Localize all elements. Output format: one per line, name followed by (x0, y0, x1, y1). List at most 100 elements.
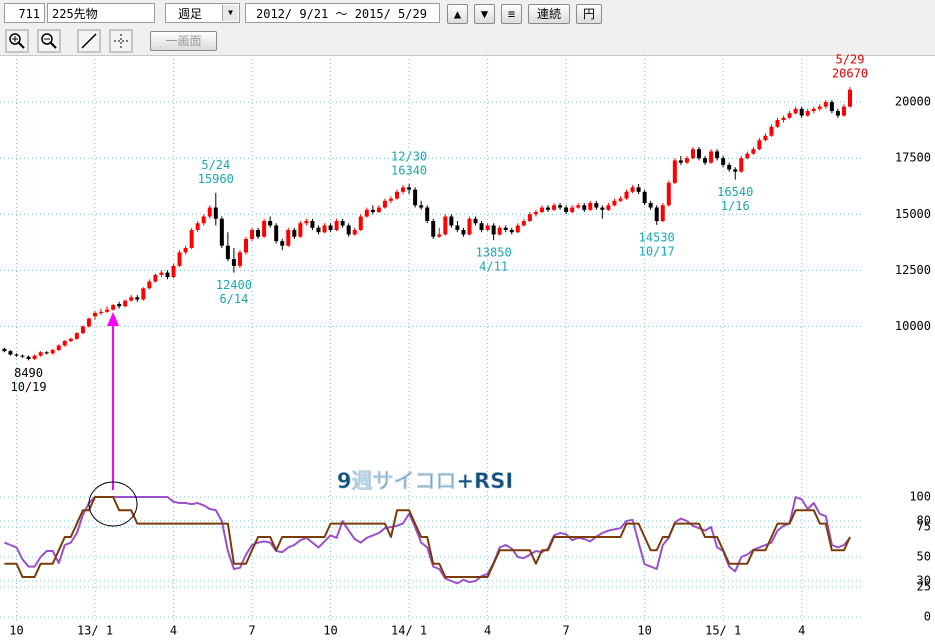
candle-body (201, 216, 206, 224)
candle-body (527, 214, 532, 221)
marks (2, 87, 852, 585)
candle-body (401, 187, 406, 192)
candle-body (358, 216, 363, 230)
y-tick-label: 25 (917, 580, 931, 594)
candle-body (207, 207, 212, 217)
zoom-in[interactable] (5, 29, 29, 53)
candle-body (310, 221, 315, 228)
line-tool[interactable] (77, 29, 101, 53)
candle-body (624, 191, 629, 199)
candle-body (509, 229, 514, 233)
x-tick-label: 10 (9, 624, 23, 638)
candle-body (600, 207, 605, 210)
name-field[interactable]: 225先物 (47, 3, 155, 23)
x-tick-label: 14/ 1 (391, 624, 427, 638)
candle-body (50, 349, 55, 354)
candle-body (479, 223, 484, 230)
candle-body (467, 218, 472, 235)
candle-body (515, 225, 520, 233)
up-button[interactable]: ▲ (447, 4, 468, 24)
candle-body (334, 221, 339, 230)
continuous-button[interactable]: 連続 (528, 4, 570, 24)
candle-body (62, 341, 67, 346)
candle-body (648, 203, 653, 208)
annotation-value: 16540 (717, 185, 753, 199)
candle-body (280, 241, 285, 246)
candle-body (20, 355, 25, 357)
candle-body (123, 300, 128, 307)
candle-body (618, 198, 623, 201)
candle-body (817, 106, 822, 109)
candle-body (437, 234, 442, 237)
y-tick-label: 75 (917, 520, 931, 534)
candle-body (690, 149, 695, 159)
y-tick-label: 20000 (895, 95, 931, 109)
candle-body (352, 229, 357, 235)
candle-body (733, 169, 738, 172)
zoom-out[interactable] (37, 29, 61, 53)
y-tick-label: 15000 (895, 207, 931, 221)
candle-body (195, 223, 200, 230)
candle-body (709, 151, 714, 163)
candle-body (829, 102, 834, 112)
single-screen-button[interactable]: 一画面 (150, 31, 217, 51)
candle-body (497, 227, 502, 235)
candle-body (642, 191, 647, 204)
candle-body (811, 108, 816, 112)
candle-body (237, 252, 242, 266)
x-tick-label: 15/ 1 (705, 624, 741, 638)
toolbar: 711 225先物 週足 ▼ 2012/ 9/21 ～ 2015/ 5/29 ▲… (0, 0, 935, 56)
down-button[interactable]: ▼ (474, 4, 495, 24)
candle-body (231, 259, 236, 266)
y-tick-label: 12500 (895, 263, 931, 277)
candle-body (376, 207, 381, 213)
annotation-date: 5/24 (201, 158, 230, 172)
candle-body (672, 160, 677, 183)
period-label: 週足 (178, 7, 203, 21)
period-select[interactable]: 週足 ▼ (165, 3, 240, 23)
x-tick-label: 7 (248, 624, 255, 638)
candle-body (26, 356, 31, 359)
candle-body (684, 158, 689, 163)
candle-body (346, 225, 351, 235)
candle-body (183, 247, 188, 253)
candle-body (32, 355, 37, 359)
dropdown-arrow[interactable]: ▼ (222, 5, 238, 21)
candle-body (129, 297, 134, 301)
y-tick-label: 30 (917, 574, 931, 588)
x-tick-label: 10 (637, 624, 651, 638)
candle-body (74, 333, 79, 339)
candle-body (395, 191, 399, 199)
candle-body (68, 338, 73, 342)
candle-body (292, 229, 297, 237)
candle-body (80, 326, 85, 334)
candle-body (751, 149, 756, 154)
y-tick-label: 100 (909, 490, 931, 504)
candle-body (654, 207, 659, 221)
candle-body (262, 221, 267, 237)
candle-body (382, 200, 387, 208)
yen-button[interactable]: 円 (576, 4, 602, 24)
candle-body (503, 227, 508, 230)
candle-body (268, 221, 273, 226)
candle-body (177, 252, 182, 266)
code-field[interactable]: 711 (4, 3, 45, 23)
candle-body (473, 218, 478, 224)
candle-body (745, 153, 750, 159)
candle-body (431, 221, 436, 237)
candle-body (99, 311, 104, 313)
candle-body (848, 89, 852, 107)
candle-body (630, 187, 635, 192)
date-range: 2012/ 9/21 ～ 2015/ 5/29 (245, 3, 440, 23)
candle-body (539, 207, 544, 213)
candle-body (521, 221, 526, 226)
candle-body (491, 225, 496, 235)
annotation-date: 5/29 (836, 53, 865, 67)
menu-button[interactable]: ≡ (501, 4, 522, 24)
candle-body (117, 304, 122, 307)
x-tick-label: 7 (563, 624, 570, 638)
crosshair-tool[interactable] (109, 29, 133, 53)
candle-body (582, 205, 587, 210)
candle-body (558, 205, 563, 208)
